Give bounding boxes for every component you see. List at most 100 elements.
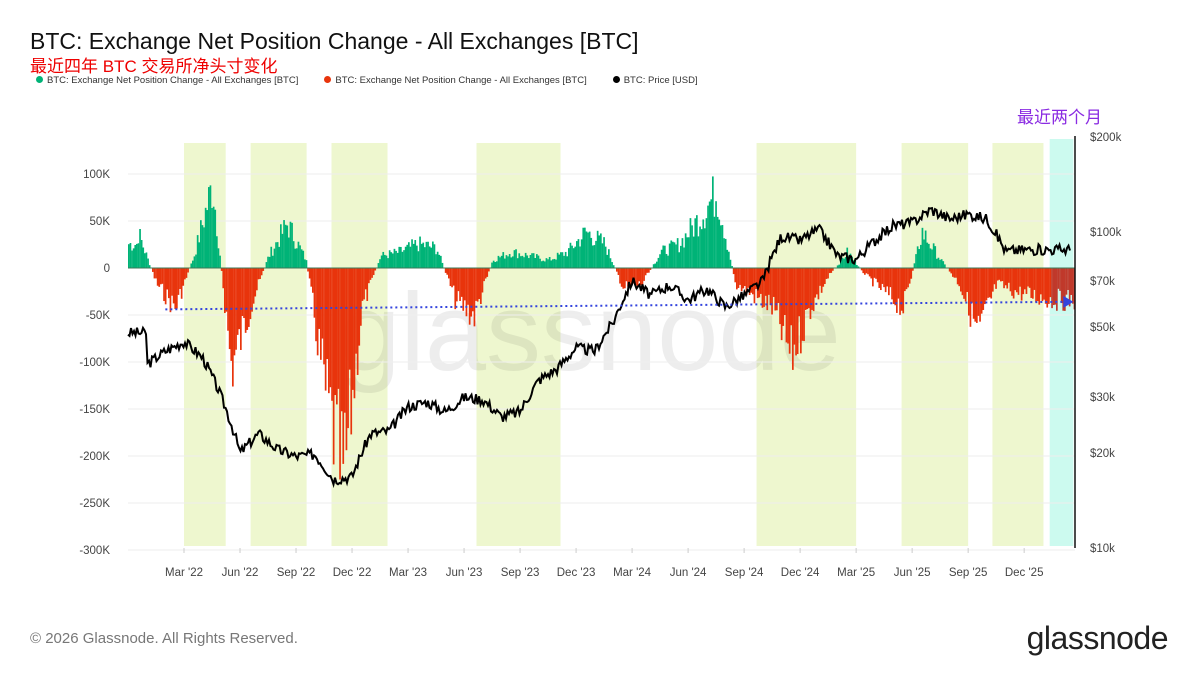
net-inflow-bar — [291, 222, 293, 268]
net-inflow-bar — [564, 251, 567, 268]
net-inflow-bar — [544, 261, 546, 268]
net-inflow-bar — [280, 224, 282, 268]
net-outflow-bar — [1040, 268, 1042, 295]
net-outflow-bar — [244, 268, 247, 333]
highlight-period — [756, 143, 857, 546]
net-inflow-bar — [841, 257, 844, 268]
legend-item-negative[interactable]: BTC: Exchange Net Position Change - All … — [324, 75, 587, 86]
net-outflow-bar — [640, 268, 642, 286]
net-outflow-bar — [187, 268, 189, 273]
legend-item-positive[interactable]: BTC: Exchange Net Position Change - All … — [36, 75, 298, 86]
net-outflow-bar — [883, 268, 885, 288]
net-outflow-bar — [1009, 268, 1012, 292]
y-left-tick-label: 0 — [104, 263, 110, 275]
net-outflow-bar — [332, 268, 335, 465]
net-outflow-bar — [779, 268, 781, 325]
net-outflow-bar — [952, 268, 954, 277]
y-left-tick-label: -100K — [79, 357, 110, 369]
net-outflow-bar — [230, 268, 233, 361]
net-outflow-bar — [473, 268, 476, 327]
net-outflow-bar — [310, 268, 313, 287]
net-inflow-bar — [710, 199, 713, 268]
net-inflow-bar — [513, 250, 516, 268]
net-position-bars — [128, 176, 1076, 480]
net-inflow-bar — [136, 243, 138, 268]
net-inflow-bar — [915, 254, 917, 268]
net-outflow-bar — [308, 268, 311, 279]
net-inflow-bar — [137, 243, 140, 268]
net-outflow-bar — [912, 268, 914, 271]
net-outflow-bar — [467, 268, 469, 305]
net-inflow-bar — [529, 254, 532, 268]
net-outflow-bar — [737, 268, 740, 288]
net-outflow-bar — [740, 268, 743, 292]
net-inflow-bar — [208, 187, 210, 268]
net-outflow-bar — [238, 268, 241, 330]
net-outflow-bar — [1014, 268, 1017, 291]
net-outflow-bar — [452, 268, 455, 286]
net-outflow-bar — [1004, 268, 1007, 286]
net-outflow-bar — [358, 268, 361, 346]
net-inflow-bar — [401, 251, 404, 268]
net-inflow-bar — [937, 257, 940, 268]
net-outflow-bar — [1065, 268, 1068, 295]
legend-dot-icon — [612, 76, 620, 83]
net-inflow-bar — [729, 259, 732, 268]
net-outflow-bar — [825, 268, 828, 279]
net-inflow-bar — [654, 263, 657, 268]
net-inflow-bar — [195, 254, 197, 268]
net-inflow-bar — [276, 242, 279, 268]
net-inflow-bar — [542, 260, 545, 268]
net-inflow-bar — [694, 218, 697, 268]
net-outflow-bar — [1016, 268, 1018, 293]
net-outflow-bar — [787, 268, 789, 344]
net-outflow-bar — [752, 268, 754, 295]
net-outflow-bar — [996, 268, 999, 281]
net-inflow-bar — [856, 265, 858, 268]
net-inflow-bar — [145, 252, 148, 268]
net-inflow-bar — [592, 245, 594, 268]
net-inflow-bar — [217, 248, 220, 268]
net-outflow-bar — [1070, 268, 1073, 295]
net-inflow-bar — [920, 244, 922, 268]
net-inflow-bar — [497, 255, 500, 268]
net-inflow-bar — [504, 258, 506, 268]
net-outflow-bar — [366, 268, 369, 301]
x-tick-label: Mar '24 — [613, 567, 652, 579]
net-outflow-bar — [478, 268, 481, 300]
net-inflow-bar — [441, 262, 444, 268]
net-inflow-bar — [598, 235, 601, 268]
legend-label: BTC: Exchange Net Position Change - All … — [335, 75, 587, 86]
net-outflow-bar — [344, 268, 346, 413]
net-inflow-bar — [652, 264, 655, 268]
net-outflow-bar — [801, 268, 804, 341]
y-left-tick-label: -200K — [79, 451, 110, 463]
arrow-head-icon — [1063, 295, 1074, 308]
net-inflow-bar — [673, 242, 676, 268]
net-outflow-bar — [350, 268, 353, 435]
x-tick-label: Dec '25 — [1005, 567, 1044, 579]
net-inflow-bar — [492, 260, 495, 268]
legend-item-price[interactable]: BTC: Price [USD] — [612, 75, 698, 86]
y-left-tick-label: 50K — [90, 216, 111, 228]
net-inflow-bar — [139, 229, 141, 268]
net-inflow-bar — [600, 233, 602, 268]
net-outflow-bar — [804, 268, 807, 310]
net-outflow-bar — [868, 268, 871, 277]
net-inflow-bar — [212, 206, 215, 268]
net-outflow-bar — [1048, 268, 1050, 304]
net-outflow-bar — [977, 268, 980, 316]
net-outflow-bar — [870, 268, 873, 279]
net-inflow-bar — [715, 201, 717, 268]
net-outflow-bar — [764, 268, 767, 296]
net-outflow-bar — [763, 268, 765, 307]
net-outflow-bar — [243, 268, 245, 319]
net-inflow-bar — [531, 253, 533, 268]
net-outflow-bar — [886, 268, 889, 287]
net-outflow-bar — [900, 268, 903, 311]
net-inflow-bar — [553, 258, 556, 268]
net-inflow-bar — [596, 230, 599, 268]
net-inflow-bar — [204, 207, 207, 268]
net-inflow-bar — [705, 218, 708, 268]
